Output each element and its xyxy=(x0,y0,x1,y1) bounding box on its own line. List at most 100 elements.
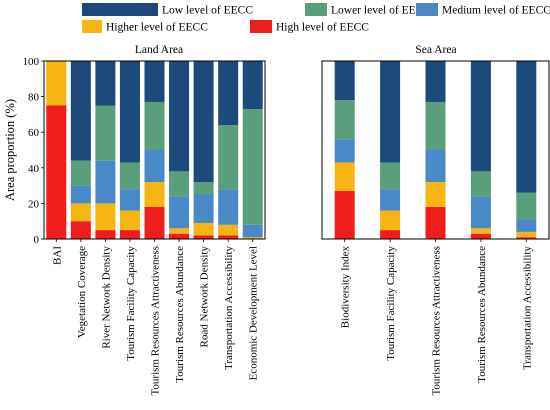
legend-item-high: High level of EECC xyxy=(250,20,369,34)
y-tick-label: 20 xyxy=(28,198,40,210)
bar-road-network-density-high-level-of-eecc xyxy=(193,235,214,239)
x-tick-label: Tourism Facility Capacity xyxy=(125,246,137,361)
y-tick-label: 40 xyxy=(28,163,40,175)
legend-swatch-low xyxy=(82,3,158,16)
x-tick-label: Transportation Accessibility xyxy=(521,246,533,370)
bar-transportation-accessibility-higher-level-of-eecc xyxy=(218,224,239,236)
x-tick-label: Vegetation Coverage xyxy=(76,246,88,338)
bar-tourism-facility-capacity-high-level-of-eecc xyxy=(380,230,401,239)
bar-tourism-facility-capacity-low-level-of-eecc xyxy=(119,61,140,163)
bar-biodiversity-index-low-level-of-eecc xyxy=(334,61,355,101)
bar-tourism-facility-capacity-lower-level-of-eecc xyxy=(380,162,401,190)
legend-item-low: Low level of EECC xyxy=(82,3,253,17)
bar-road-network-density-higher-level-of-eecc xyxy=(193,222,214,236)
land-panel-title: Land Area xyxy=(135,44,183,56)
bar-biodiversity-index-medium-level-of-eecc xyxy=(334,139,355,163)
bar-transportation-accessibility-lower-level-of-eecc xyxy=(218,125,239,190)
legend-swatch-high xyxy=(250,20,272,33)
bar-economic-development-level-lower-level-of-eecc xyxy=(242,109,263,225)
legend-item-higher: Higher level of EECC xyxy=(82,20,208,34)
bar-vegetation-coverage-higher-level-of-eecc xyxy=(70,203,91,222)
legend-swatch-medium xyxy=(416,3,438,16)
legend-item-lower: Lower level of EECC xyxy=(305,3,431,17)
plot-frame xyxy=(43,60,266,240)
bar-tourism-resources-attractiveness-low-level-of-eecc xyxy=(144,61,165,102)
bar-tourism-resources-abundance-low-level-of-eecc xyxy=(169,61,190,172)
bar-tourism-facility-capacity-low-level-of-eecc xyxy=(380,61,401,163)
bar-road-network-density-lower-level-of-eecc xyxy=(193,182,214,195)
bar-tourism-resources-attractiveness-lower-level-of-eecc xyxy=(425,101,446,150)
bar-biodiversity-index-higher-level-of-eecc xyxy=(334,162,355,191)
bar-tourism-resources-attractiveness-lower-level-of-eecc xyxy=(144,101,165,150)
bar-vegetation-coverage-medium-level-of-eecc xyxy=(70,185,91,204)
bar-tourism-resources-abundance-higher-level-of-eecc xyxy=(169,228,190,234)
bar-tourism-resources-abundance-lower-level-of-eecc xyxy=(470,171,491,197)
bar-tourism-resources-attractiveness-high-level-of-eecc xyxy=(144,206,165,239)
bar-road-network-density-medium-level-of-eecc xyxy=(193,194,214,223)
bar-transportation-accessibility-higher-level-of-eecc xyxy=(516,231,537,238)
y-axis-label: Area proportion (%) xyxy=(3,99,17,201)
bar-tourism-facility-capacity-lower-level-of-eecc xyxy=(119,162,140,190)
bar-vegetation-coverage-lower-level-of-eecc xyxy=(70,160,91,186)
plot-frame xyxy=(321,60,550,240)
bar-tourism-resources-attractiveness-higher-level-of-eecc xyxy=(144,182,165,207)
bar-economic-development-level-medium-level-of-eecc xyxy=(242,224,263,238)
bar-economic-development-level-higher-level-of-eecc xyxy=(242,237,263,239)
y-tick-label: 0 xyxy=(34,234,40,246)
bar-vegetation-coverage-high-level-of-eecc xyxy=(70,221,91,239)
bar-road-network-density-low-level-of-eecc xyxy=(193,61,214,183)
x-tick-label: Tourism Resources Attractiveness xyxy=(431,246,443,396)
x-tick-label: BAI xyxy=(51,246,63,265)
y-tick-label: 80 xyxy=(28,92,40,104)
bar-tourism-resources-attractiveness-low-level-of-eecc xyxy=(425,61,446,102)
legend: Low level of EECC Lower level of EECC Medi… xyxy=(82,3,550,34)
x-tick-label: Transportation Accessibility xyxy=(223,246,235,370)
x-tick-label: Tourism Resources Attractiveness xyxy=(150,246,162,396)
bar-transportation-accessibility-low-level-of-eecc xyxy=(516,61,537,193)
bar-tourism-resources-abundance-medium-level-of-eecc xyxy=(169,196,190,229)
x-tick-label: River Network Density xyxy=(100,246,112,349)
sea-area-chart: Biodiversity Index Tourism Facility Capac… xyxy=(321,60,550,396)
bar-tourism-facility-capacity-higher-level-of-eecc xyxy=(119,210,140,231)
x-tick-label: Tourism Resources Abundance xyxy=(476,246,488,383)
legend-swatch-higher xyxy=(82,20,102,33)
bar-tourism-resources-abundance-higher-level-of-eecc xyxy=(470,228,491,234)
bar-tourism-resources-abundance-low-level-of-eecc xyxy=(470,61,491,172)
bar-bai-higher-level-of-eecc xyxy=(46,61,67,106)
legend-swatch-lower xyxy=(305,3,327,16)
bar-biodiversity-index-lower-level-of-eecc xyxy=(334,100,355,140)
bar-river-network-density-high-level-of-eecc xyxy=(95,230,116,239)
legend-label-higher: Higher level of EECC xyxy=(106,22,208,34)
x-tick-label: Tourism Resources Abundance xyxy=(174,246,186,383)
bar-transportation-accessibility-medium-level-of-eecc xyxy=(218,189,239,225)
legend-label-lower: Lower level of EECC xyxy=(331,5,431,17)
bar-tourism-resources-abundance-lower-level-of-eecc xyxy=(169,171,190,197)
x-tick-label: Biodiversity Index xyxy=(340,246,352,329)
bar-river-network-density-higher-level-of-eecc xyxy=(95,203,116,231)
bar-tourism-facility-capacity-higher-level-of-eecc xyxy=(380,210,401,231)
bar-tourism-facility-capacity-medium-level-of-eecc xyxy=(119,189,140,211)
land-area-chart: BAI Vegetation Coverage River Network Dens… xyxy=(23,56,266,396)
legend-item-medium: Medium level of EECC xyxy=(416,3,550,17)
bar-river-network-density-medium-level-of-eecc xyxy=(95,160,116,204)
bar-tourism-facility-capacity-medium-level-of-eecc xyxy=(380,189,401,211)
bar-tourism-resources-attractiveness-higher-level-of-eecc xyxy=(425,182,446,207)
bar-river-network-density-lower-level-of-eecc xyxy=(95,105,116,161)
bar-transportation-accessibility-lower-level-of-eecc xyxy=(516,192,537,220)
y-tick-label: 100 xyxy=(23,56,40,68)
bar-transportation-accessibility-high-level-of-eecc xyxy=(516,237,537,239)
bar-tourism-resources-abundance-high-level-of-eecc xyxy=(169,233,190,239)
legend-label-low: Low level of EECC xyxy=(162,5,253,17)
legend-label-medium: Medium level of EECC xyxy=(442,5,550,17)
bar-economic-development-level-low-level-of-eecc xyxy=(242,61,263,110)
bar-tourism-resources-abundance-high-level-of-eecc xyxy=(470,233,491,239)
bar-biodiversity-index-high-level-of-eecc xyxy=(334,190,355,239)
bar-transportation-accessibility-medium-level-of-eecc xyxy=(516,219,537,232)
y-tick-label: 60 xyxy=(28,127,40,139)
bar-transportation-accessibility-high-level-of-eecc xyxy=(218,235,239,239)
bar-river-network-density-low-level-of-eecc xyxy=(95,61,116,106)
x-tick-label: Economic Development Level xyxy=(248,246,260,380)
bar-tourism-resources-attractiveness-high-level-of-eecc xyxy=(425,206,446,239)
bar-tourism-resources-attractiveness-medium-level-of-eecc xyxy=(144,150,165,183)
x-tick-label: Tourism Facility Capacity xyxy=(385,246,397,361)
